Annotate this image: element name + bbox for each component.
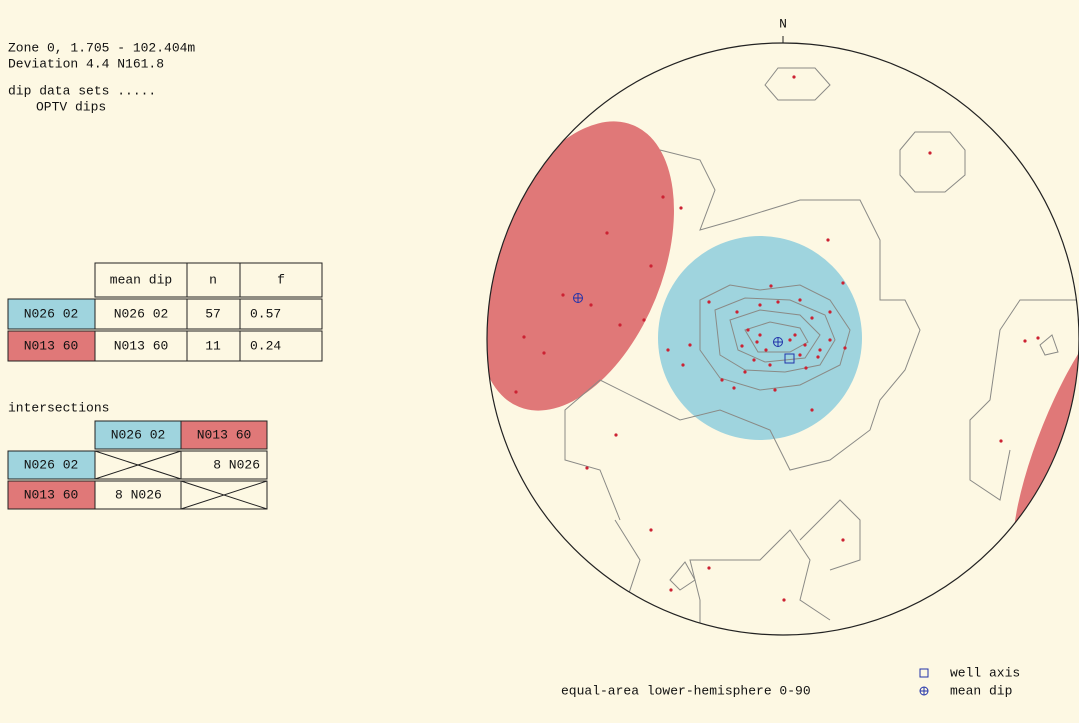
pole-point <box>618 323 622 327</box>
row-label: N013 60 <box>24 338 79 353</box>
pole-point <box>782 598 786 602</box>
pole-point <box>768 363 772 367</box>
row-label: N013 60 <box>24 487 79 502</box>
pole-point <box>561 293 565 297</box>
pole-point <box>798 298 802 302</box>
poles <box>514 75 1040 602</box>
pole-point <box>707 300 711 304</box>
column-header: n <box>209 272 217 287</box>
pole-point <box>773 388 777 392</box>
pole-point <box>764 348 768 352</box>
cell: 11 <box>205 338 221 353</box>
pole-point <box>818 348 822 352</box>
dip-set-cone <box>487 121 674 411</box>
pole-point <box>688 343 692 347</box>
pole-point <box>810 408 814 412</box>
pole-point <box>841 281 845 285</box>
mean-dip-marker <box>573 293 783 347</box>
pole-point <box>758 333 762 337</box>
pole-point <box>743 370 747 374</box>
pole-point <box>681 363 685 367</box>
pole-point <box>720 378 724 382</box>
legend-label: well axis <box>950 665 1020 680</box>
header-line: dip data sets ..... <box>8 83 156 98</box>
pole-point <box>542 351 546 355</box>
pole-point <box>649 528 653 532</box>
pole-point <box>999 439 1003 443</box>
pole-point <box>605 231 609 235</box>
pole-point <box>843 346 847 350</box>
pole-point <box>732 386 736 390</box>
cell: N013 60 <box>114 338 169 353</box>
pole-point <box>642 318 646 322</box>
pole-point <box>828 310 832 314</box>
pole-point <box>841 538 845 542</box>
pole-point <box>769 284 773 288</box>
pole-point <box>707 566 711 570</box>
header-line: OPTV dips <box>36 99 106 114</box>
cell: N026 02 <box>114 306 169 321</box>
cell: 8 N026 <box>213 457 260 472</box>
intersections-table: N026 02 N013 60 N026 02 8 N026 N013 60 8… <box>7 420 268 510</box>
pole-point <box>816 355 820 359</box>
legend-symbol <box>919 668 929 678</box>
column-header: N013 60 <box>197 427 252 442</box>
legend-symbol <box>919 686 929 696</box>
pole-point <box>828 338 832 342</box>
column-header: mean dip <box>110 272 172 287</box>
pole-point <box>679 206 683 210</box>
pole-point <box>585 466 589 470</box>
column-header: N026 02 <box>111 427 166 442</box>
pole-point <box>826 238 830 242</box>
pole-point <box>589 303 593 307</box>
pole-point <box>661 195 665 199</box>
column-header: f <box>277 272 285 287</box>
pole-point <box>928 151 932 155</box>
pole-point <box>649 264 653 268</box>
sets-table: mean dip n f N026 02 N026 02 57 0.57 N01… <box>7 262 323 362</box>
pole-point <box>758 303 762 307</box>
cell: 0.57 <box>250 306 281 321</box>
pole-point <box>798 353 802 357</box>
pole-point <box>788 338 792 342</box>
pole-point <box>669 588 673 592</box>
dip-set-cone <box>658 236 862 440</box>
pole-point <box>804 366 808 370</box>
row-label: N026 02 <box>24 306 79 321</box>
pole-point <box>735 310 739 314</box>
north-label: N <box>779 16 787 31</box>
pole-point <box>792 75 796 79</box>
pole-point <box>776 300 780 304</box>
pole-point <box>746 328 750 332</box>
pole-point <box>752 358 756 362</box>
pole-point <box>810 316 814 320</box>
pole-point <box>522 335 526 339</box>
legend-label: mean dip <box>950 683 1012 698</box>
pole-point <box>1023 339 1027 343</box>
well-axis-marker <box>784 353 795 364</box>
pole-point <box>666 348 670 352</box>
section-title: intersections <box>8 400 109 415</box>
pole-point <box>514 390 518 394</box>
pole-point <box>803 343 807 347</box>
pole-point <box>1036 336 1040 340</box>
cell: 57 <box>205 306 221 321</box>
pole-point <box>614 433 618 437</box>
pole-point <box>793 333 797 337</box>
header-line: Deviation 4.4 N161.8 <box>8 56 164 71</box>
cell: 8 N026 <box>115 487 162 502</box>
cell: 0.24 <box>250 338 281 353</box>
pole-point <box>740 344 744 348</box>
pole-point <box>755 340 759 344</box>
caption: equal-area lower-hemisphere 0-90 <box>561 683 811 698</box>
header-line: Zone 0, 1.705 - 102.404m <box>8 40 195 55</box>
row-label: N026 02 <box>24 457 79 472</box>
